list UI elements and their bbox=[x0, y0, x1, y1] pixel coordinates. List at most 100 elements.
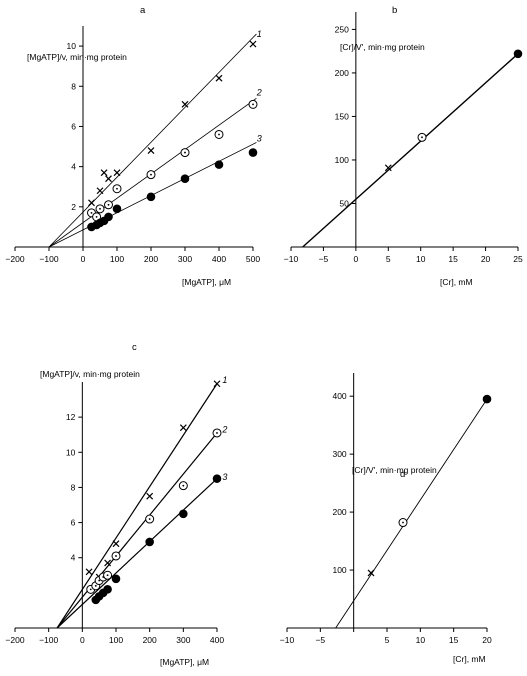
panel-d: d −10 −5 5 10 15 20 100 200 300 400 [Cr]/V', min·mg… bbox=[280, 373, 492, 664]
data-point bbox=[179, 424, 187, 432]
marker-center-dot bbox=[116, 187, 118, 190]
x-tick-label: 300 bbox=[176, 635, 190, 645]
cross-stroke bbox=[96, 187, 104, 195]
curve-label: 1 bbox=[257, 29, 262, 39]
cross-stroke bbox=[112, 540, 120, 548]
curve-label: 2 bbox=[256, 87, 262, 97]
x-tick-label: 300 bbox=[178, 254, 192, 264]
cross-stroke bbox=[85, 568, 93, 576]
data-point bbox=[180, 148, 190, 158]
x-tick-label: 15 bbox=[448, 254, 458, 264]
cross-stroke bbox=[215, 74, 223, 82]
marker-center-dot bbox=[148, 518, 151, 520]
series-filled bbox=[482, 394, 492, 404]
y-tick-label: 2 bbox=[71, 202, 76, 212]
data-point bbox=[384, 164, 392, 172]
cross-stroke bbox=[213, 380, 221, 388]
data-point bbox=[85, 568, 93, 576]
data-point bbox=[146, 492, 154, 500]
marker-center-dot bbox=[184, 151, 186, 154]
series-3 bbox=[91, 474, 222, 605]
data-point bbox=[417, 132, 427, 142]
panel-letter: a bbox=[140, 5, 146, 16]
x-tick-label: 5 bbox=[385, 635, 390, 645]
fit-line bbox=[56, 432, 218, 629]
cross-stroke bbox=[88, 199, 95, 207]
marker-center-dot bbox=[150, 173, 152, 176]
data-point bbox=[146, 170, 156, 180]
data-point bbox=[249, 40, 257, 48]
marker-center-dot bbox=[90, 211, 93, 214]
marker-center-dot bbox=[106, 574, 109, 577]
x-axis-label: [Cr], mM bbox=[453, 654, 486, 664]
x-tick-label: 400 bbox=[210, 635, 224, 645]
x-tick-label: 20 bbox=[481, 254, 491, 264]
y-axis-label: [MgATP]/v, min·mg protein bbox=[27, 52, 127, 62]
x-tick-label: 10 bbox=[416, 254, 426, 264]
curve-label: 3 bbox=[222, 472, 227, 482]
fit-line bbox=[335, 398, 488, 629]
data-point bbox=[179, 509, 188, 519]
marker-center-dot bbox=[218, 133, 220, 136]
x-axis-label: [Cr], mM bbox=[440, 277, 473, 287]
x-tick-label: 0 bbox=[81, 254, 86, 264]
data-point bbox=[105, 175, 112, 183]
data-point bbox=[104, 559, 112, 567]
data-point bbox=[180, 174, 190, 183]
panel-letter: d bbox=[400, 469, 405, 480]
cross-stroke bbox=[179, 424, 187, 432]
series-cross bbox=[384, 164, 392, 172]
y-tick-label: 4 bbox=[71, 162, 76, 172]
data-point bbox=[398, 518, 408, 528]
data-point bbox=[213, 380, 221, 388]
x-tick-label: −10 bbox=[280, 635, 295, 645]
curve-label: 1 bbox=[222, 375, 227, 385]
curve-label: 3 bbox=[257, 134, 262, 144]
panel-a: a −200 −100 0 100 200 300 400 500 2 4 6 8 10[MgATP]/v… bbox=[5, 5, 261, 287]
x-tick-label: 0 bbox=[353, 254, 358, 264]
marker-center-dot bbox=[99, 207, 101, 210]
series-2 bbox=[87, 99, 258, 222]
y-tick-label: 8 bbox=[71, 482, 76, 492]
marker-center-dot bbox=[182, 484, 185, 487]
cross-stroke bbox=[367, 569, 375, 577]
y-axis-label: [Cr]/V', min·mg protein bbox=[352, 465, 437, 475]
x-tick-label: 200 bbox=[143, 635, 157, 645]
x-tick-label: −5 bbox=[315, 635, 325, 645]
marker-center-dot bbox=[421, 136, 423, 139]
marker-center-dot bbox=[89, 588, 92, 591]
cross-stroke bbox=[181, 100, 189, 108]
x-tick-label: −10 bbox=[284, 254, 299, 264]
series-2 bbox=[86, 428, 222, 594]
data-point bbox=[113, 169, 121, 177]
data-point bbox=[513, 49, 523, 59]
data-point bbox=[214, 129, 224, 139]
data-point bbox=[215, 74, 223, 82]
cross-stroke bbox=[100, 169, 108, 177]
x-tick-label: −100 bbox=[39, 254, 58, 264]
data-point bbox=[212, 428, 222, 438]
y-tick-label: 250 bbox=[335, 24, 349, 34]
marker-center-dot bbox=[95, 215, 98, 218]
fit-line bbox=[48, 33, 257, 248]
y-axis-label: [MgATP]/v, min·mg protein bbox=[40, 369, 140, 379]
x-tick-label: 20 bbox=[482, 635, 492, 645]
marker-center-dot bbox=[115, 555, 117, 557]
cross-stroke bbox=[105, 175, 112, 183]
fit-line bbox=[302, 53, 519, 248]
x-tick-label: −5 bbox=[319, 254, 329, 264]
y-axis-label: [Cr]/V', min·mg protein bbox=[340, 42, 425, 52]
x-axis-label: [MgATP], μM bbox=[182, 277, 231, 287]
x-tick-label: −100 bbox=[39, 635, 58, 645]
data-point bbox=[112, 540, 120, 548]
x-tick-label: −200 bbox=[5, 635, 24, 645]
y-tick-label: 300 bbox=[332, 449, 346, 459]
data-point bbox=[112, 184, 122, 194]
x-tick-label: 400 bbox=[212, 254, 226, 264]
data-point bbox=[248, 148, 258, 157]
data-point bbox=[104, 212, 113, 222]
data-point bbox=[145, 537, 154, 547]
y-tick-label: 10 bbox=[67, 41, 77, 51]
series-open bbox=[398, 518, 408, 528]
